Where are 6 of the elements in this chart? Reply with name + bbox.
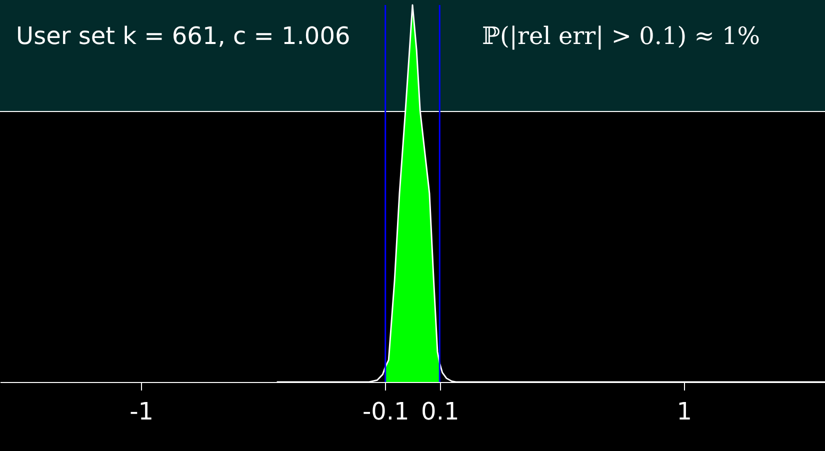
- text: User set k = 661, c = 1.006: [16, 22, 350, 50]
- x-tick-label: 1: [676, 398, 692, 426]
- x-tick-label: -1: [130, 398, 154, 426]
- x-tick-label: 0.1: [421, 398, 460, 426]
- annotation: ℙ(|rel err| > 0.1) ≈ 1%: [482, 22, 760, 50]
- x-tick-label: -0.1: [362, 398, 410, 426]
